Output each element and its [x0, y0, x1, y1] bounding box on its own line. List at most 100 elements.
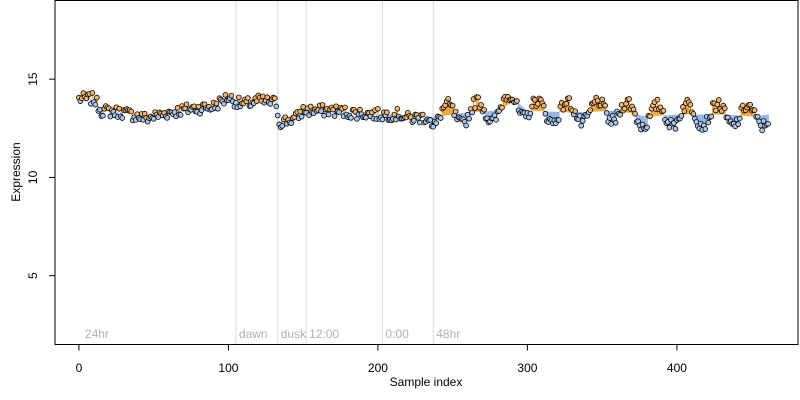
data-point: [357, 106, 363, 113]
data-point: [333, 103, 339, 110]
data-point: [705, 119, 712, 126]
data-point: [325, 111, 332, 118]
data-point: [430, 123, 437, 130]
data-point: [463, 122, 469, 129]
data-point: [754, 113, 761, 120]
phase-label: 12:00: [309, 327, 339, 341]
phase-label: 24hr: [85, 327, 109, 341]
data-point: [288, 120, 295, 126]
data-point: [89, 90, 96, 96]
y-axis: 5 10 15: [26, 72, 56, 279]
x-axis: 0 100 200 300 400: [76, 344, 687, 375]
data-point: [92, 101, 99, 108]
data-point: [177, 112, 184, 118]
phase-labels: 24hr dawn dusk 12:00 0:00 48hr: [85, 327, 460, 341]
data-point: [318, 108, 324, 114]
data-point: [164, 115, 170, 121]
data-point: [342, 104, 348, 111]
data-point: [469, 109, 475, 116]
data-point: [384, 109, 390, 116]
data-point: [433, 120, 440, 126]
data-point: [715, 97, 722, 103]
data-point: [363, 114, 369, 121]
data-point: [215, 106, 221, 112]
data-point: [579, 118, 586, 124]
data-point: [765, 120, 771, 127]
x-tick-label: 100: [218, 361, 238, 375]
data-point: [735, 121, 742, 127]
data-point: [410, 117, 417, 124]
data-point: [195, 103, 202, 110]
x-tick-label: 200: [368, 361, 388, 375]
data-point: [617, 111, 623, 118]
data-point: [191, 103, 197, 110]
x-tick-label: 0: [76, 361, 83, 375]
data-point: [560, 106, 567, 113]
data-point: [116, 105, 123, 112]
data-point: [736, 115, 743, 122]
data-point: [578, 122, 585, 129]
data-point: [666, 124, 673, 131]
data-point: [419, 111, 426, 118]
y-tick-label: 15: [26, 72, 40, 86]
data-point: [644, 124, 650, 131]
data-point: [354, 116, 360, 122]
y-tick-label: 10: [26, 170, 40, 184]
data-point: [478, 102, 484, 108]
data-point: [128, 108, 135, 115]
data-points: [76, 90, 771, 134]
data-point: [273, 103, 280, 110]
data-point: [626, 96, 632, 102]
data-point: [267, 101, 274, 107]
phase-label: dawn: [239, 327, 268, 341]
data-point: [466, 115, 472, 122]
data-point: [608, 121, 614, 127]
data-point: [681, 108, 688, 114]
data-point: [599, 96, 605, 103]
y-axis-label: Expression: [9, 142, 23, 201]
data-point: [621, 105, 628, 112]
data-point: [687, 101, 694, 108]
data-point: [245, 95, 251, 101]
data-point: [529, 103, 535, 110]
data-point: [100, 112, 106, 119]
data-point: [300, 104, 306, 110]
data-point: [307, 103, 314, 110]
data-point: [391, 111, 398, 118]
y-tick-label: 5: [26, 272, 40, 279]
plot-frame: [54, 0, 799, 345]
data-point: [94, 94, 100, 101]
data-point: [632, 110, 638, 117]
data-point: [708, 113, 715, 120]
x-tick-label: 400: [667, 361, 687, 375]
x-tick-label: 300: [517, 361, 537, 375]
data-point: [721, 105, 728, 112]
data-point: [472, 105, 478, 111]
data-point: [660, 107, 667, 114]
data-point: [97, 106, 103, 113]
data-point: [331, 113, 338, 119]
phase-label: 48hr: [436, 327, 460, 341]
data-point: [541, 102, 547, 109]
data-point: [183, 101, 190, 108]
data-point: [499, 104, 505, 111]
data-point: [481, 106, 487, 113]
data-point: [672, 126, 679, 132]
data-point: [556, 117, 562, 123]
data-point: [759, 127, 765, 134]
data-point: [297, 108, 303, 115]
data-point: [321, 112, 327, 119]
phase-label: 0:00: [385, 327, 409, 341]
data-point: [647, 113, 653, 120]
data-point: [427, 117, 434, 123]
data-point: [150, 116, 157, 122]
data-point: [222, 92, 229, 98]
data-point: [602, 102, 608, 109]
data-point: [107, 113, 114, 120]
data-point: [319, 102, 326, 108]
data-point: [452, 108, 459, 115]
data-point: [449, 102, 456, 109]
data-point: [747, 101, 753, 108]
data-point: [572, 108, 579, 114]
